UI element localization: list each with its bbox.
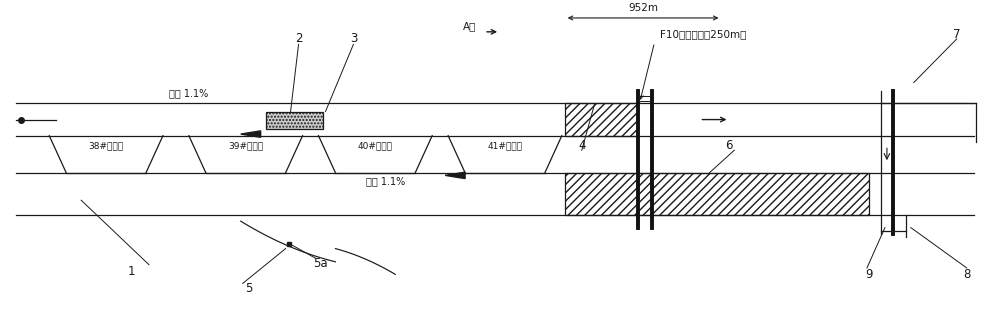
Text: 38#横通道: 38#横通道 [89, 142, 124, 151]
Text: 平导 1.1%: 平导 1.1% [169, 88, 208, 98]
Text: 39#横通道: 39#横通道 [228, 142, 263, 151]
Text: 5: 5 [245, 282, 252, 295]
Text: 5a: 5a [313, 257, 328, 269]
Bar [565, 103, 638, 136]
Polygon shape [445, 172, 465, 179]
Text: 1: 1 [127, 265, 135, 278]
Text: 2: 2 [295, 33, 302, 45]
Text: 8: 8 [963, 268, 970, 281]
Text: 6: 6 [726, 139, 733, 152]
Text: 9: 9 [865, 268, 873, 281]
Bar [565, 173, 869, 215]
Text: 7: 7 [953, 28, 960, 40]
Text: 40#横通道: 40#横通道 [358, 142, 393, 151]
Text: A向: A向 [463, 21, 477, 31]
Text: 41#横通道: 41#横通道 [487, 142, 522, 151]
Text: 4: 4 [578, 139, 586, 152]
Text: 952m: 952m [628, 3, 658, 13]
Bar [266, 113, 323, 129]
Text: 正洞 1.1%: 正洞 1.1% [366, 176, 405, 186]
Polygon shape [241, 131, 261, 137]
Text: 3: 3 [350, 33, 357, 45]
Text: F10断层，长度250m。: F10断层，长度250m。 [660, 29, 746, 39]
